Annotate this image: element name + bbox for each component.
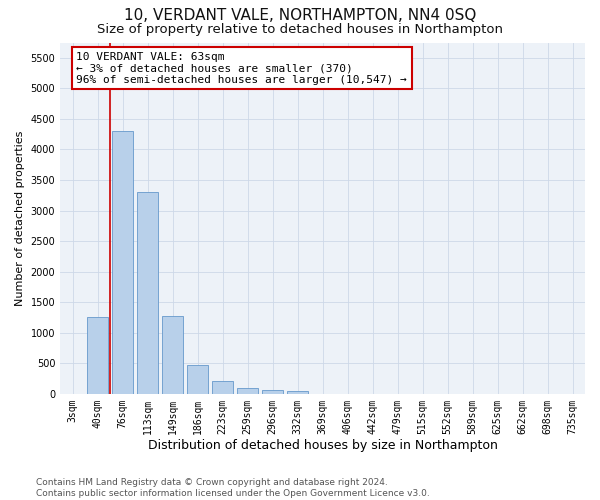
Bar — [287, 391, 308, 394]
Bar — [237, 388, 258, 394]
Bar — [112, 131, 133, 394]
Bar — [137, 192, 158, 394]
X-axis label: Distribution of detached houses by size in Northampton: Distribution of detached houses by size … — [148, 440, 497, 452]
Text: 10 VERDANT VALE: 63sqm
← 3% of detached houses are smaller (370)
96% of semi-det: 10 VERDANT VALE: 63sqm ← 3% of detached … — [76, 52, 407, 85]
Text: 10, VERDANT VALE, NORTHAMPTON, NN4 0SQ: 10, VERDANT VALE, NORTHAMPTON, NN4 0SQ — [124, 8, 476, 22]
Bar — [87, 318, 108, 394]
Y-axis label: Number of detached properties: Number of detached properties — [15, 130, 25, 306]
Text: Size of property relative to detached houses in Northampton: Size of property relative to detached ho… — [97, 24, 503, 36]
Bar — [162, 316, 183, 394]
Bar — [187, 364, 208, 394]
Bar — [212, 381, 233, 394]
Text: Contains HM Land Registry data © Crown copyright and database right 2024.
Contai: Contains HM Land Registry data © Crown c… — [36, 478, 430, 498]
Bar — [262, 390, 283, 394]
